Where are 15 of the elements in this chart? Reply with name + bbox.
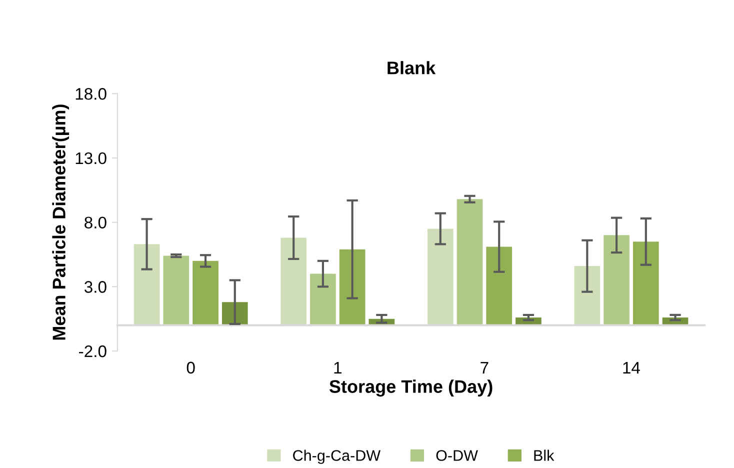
y-axis-title: Mean Particle Diameter(µm) (52, 104, 70, 340)
y-tick-label: -2.0 (79, 345, 106, 358)
x-tick-label: 1 (334, 362, 342, 374)
x-tick-label: 0 (186, 362, 195, 374)
y-tick-label: 8.0 (84, 216, 106, 229)
y-tick-label: 13.0 (76, 152, 106, 164)
x-axis-title: Storage Time (Day) (329, 380, 492, 397)
chart-title: Blank (388, 61, 436, 74)
legend-label: Ch-g-Ca-DW (293, 450, 381, 464)
legend-label: Blk (534, 450, 554, 461)
legend-label: O-DW (436, 450, 478, 461)
x-tick-label: 7 (480, 362, 488, 374)
y-tick-label: 18.0 (76, 88, 106, 100)
y-tick-label: 3.0 (84, 281, 106, 293)
x-tick-label: 14 (623, 362, 640, 374)
